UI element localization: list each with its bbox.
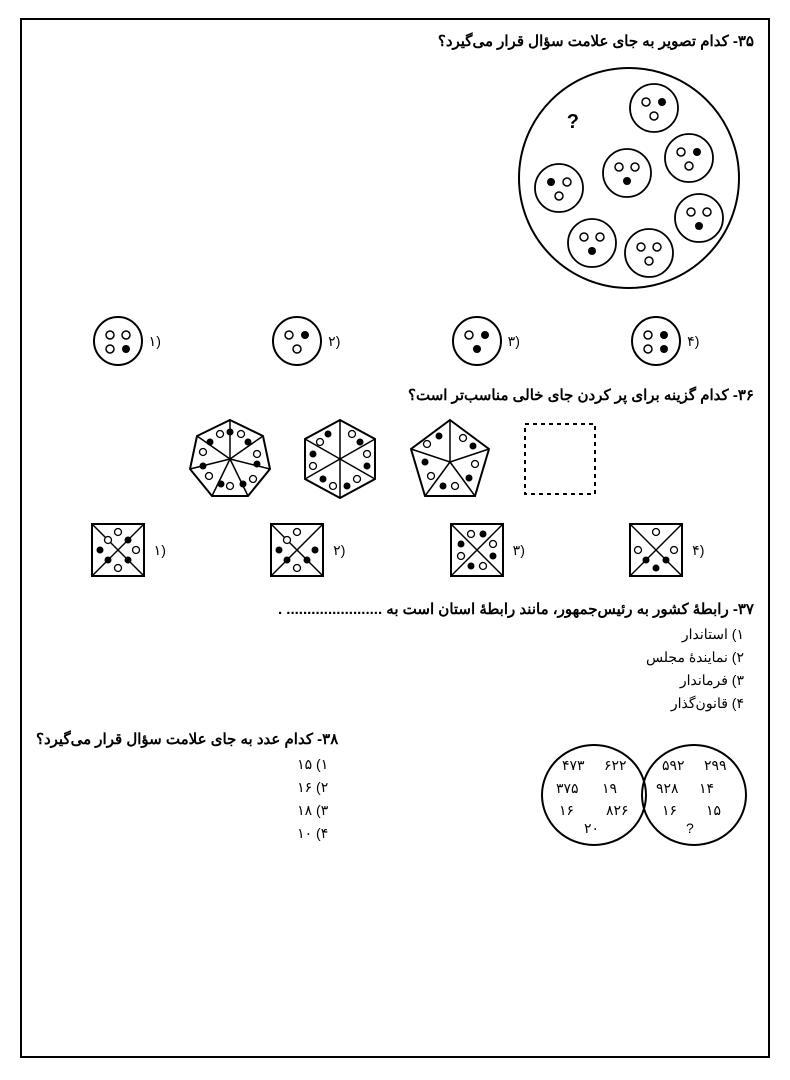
q36-opt-1[interactable]: (۱ [86,518,166,582]
q37-opt-4[interactable]: ۴) قانون‌گذار [36,695,744,712]
q35-opt-2[interactable]: (۲ [270,314,340,368]
hexagon-shape [295,414,385,504]
q36-options: (۱ (۲ (۳ (۴ [36,518,754,582]
num: ۸۲۶ [606,802,629,818]
q38-title: ۳۸- کدام عدد به جای علامت سؤال قرار می‌گ… [36,730,338,748]
q36-shapes-row [36,414,754,504]
page-border: ۳۵- کدام تصویر به جای علامت سؤال قرار می… [20,18,770,1058]
question-38: ۳۸- کدام عدد به جای علامت سؤال قرار می‌گ… [36,730,754,855]
q36-opt-4[interactable]: (۴ [624,518,704,582]
q35-opt3-label: (۳ [508,333,520,350]
q36-opt2-label: (۲ [333,542,345,559]
pentagon-shape [405,414,495,504]
question-35: ۳۵- کدام تصویر به جای علامت سؤال قرار می… [36,32,754,368]
svg-text:?: ? [567,111,579,133]
q35-opt-3[interactable]: (۳ [450,314,520,368]
num: ۴۷۳ [562,757,585,773]
num: ۱۶ [559,802,574,818]
q35-opt-4[interactable]: (۴ [629,314,699,368]
num: ۲۹۹ [704,757,727,773]
q38-options: ۱) ۱۵ ۲) ۱۶ ۳) ۱۸ ۴) ۱۰ [36,756,338,842]
q38-opt-2[interactable]: ۲) ۱۶ [36,779,328,796]
q36-opt3-label: (۳ [513,542,525,559]
q38-opt-3[interactable]: ۳) ۱۸ [36,802,328,819]
num: ۱۴ [699,780,714,796]
num: ۶۲۲ [604,757,627,773]
q36-title: ۳۶- کدام گزینه برای پر کردن جای خالی منا… [36,386,754,404]
num: ? [686,820,694,836]
num: ۱۶ [662,802,677,818]
q35-opt-1[interactable]: (۱ [91,314,161,368]
num: ۱۵ [706,802,721,818]
num: ۲۰ [584,820,599,836]
num: ۵۹۲ [662,757,685,773]
q35-opt4-label: (۴ [687,333,699,350]
q37-opt-1[interactable]: ۱) استاندار [36,626,744,643]
q35-main-figure: ? [36,58,754,298]
q35-opt1-label: (۱ [149,333,161,350]
q35-title: ۳۵- کدام تصویر به جای علامت سؤال قرار می… [36,32,754,50]
num: ۱۹ [602,780,617,796]
question-37: ۳۷- رابطهٔ کشور به رئیس‌جمهور، مانند راب… [36,600,754,712]
heptagon-shape [185,414,275,504]
q37-opt-2[interactable]: ۲) نمایندهٔ مجلس [36,649,744,666]
q36-opt-2[interactable]: (۲ [265,518,345,582]
q38-circles: ۴۷۳ ۶۲۲ ۳۷۵ ۱۹ ۱۶ ۸۲۶ ۲۰ ۵۹۲ ۲۹۹ ۹۲۸ ۱۴ … [534,735,754,855]
dashed-square [515,414,605,504]
q36-opt1-label: (۱ [154,542,166,559]
q37-title: ۳۷- رابطهٔ کشور به رئیس‌جمهور، مانند راب… [36,600,754,618]
q36-opt-3[interactable]: (۳ [445,518,525,582]
q38-opt-1[interactable]: ۱) ۱۵ [36,756,328,773]
num: ۳۷۵ [556,780,579,796]
q35-options: (۱ (۲ (۳ (۴ [36,314,754,368]
q37-opt-3[interactable]: ۳) فرماندار [36,672,744,689]
num: ۹۲۸ [656,780,679,796]
question-36: ۳۶- کدام گزینه برای پر کردن جای خالی منا… [36,386,754,582]
q36-opt4-label: (۴ [692,542,704,559]
q35-opt2-label: (۲ [328,333,340,350]
q38-opt-4[interactable]: ۴) ۱۰ [36,825,328,842]
q37-options: ۱) استاندار ۲) نمایندهٔ مجلس ۳) فرماندار… [36,626,754,712]
